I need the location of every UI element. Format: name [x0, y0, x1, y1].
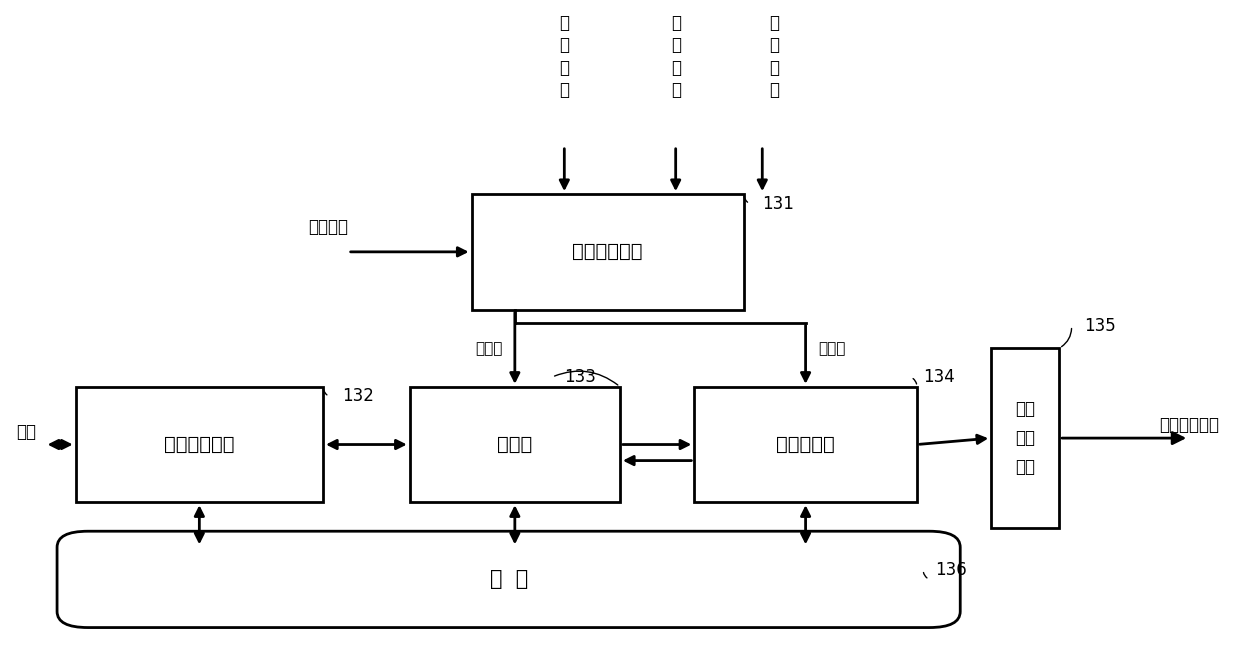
Text: 外
部
时
钟: 外 部 时 钟 [770, 14, 780, 99]
Text: 控制线: 控制线 [475, 341, 502, 355]
Text: 急
停
信
号: 急 停 信 号 [559, 14, 569, 99]
FancyBboxPatch shape [694, 387, 916, 502]
Text: 133: 133 [564, 368, 596, 386]
Text: 计数器阵列: 计数器阵列 [776, 435, 835, 454]
FancyBboxPatch shape [471, 194, 744, 310]
Text: 输出
控制
模块: 输出 控制 模块 [1016, 400, 1035, 476]
FancyBboxPatch shape [409, 387, 620, 502]
Text: 135: 135 [1084, 317, 1116, 335]
Text: 134: 134 [923, 368, 955, 386]
Text: 控制线: 控制线 [818, 341, 846, 355]
Text: 131: 131 [763, 195, 794, 213]
FancyBboxPatch shape [57, 531, 960, 628]
Text: 132: 132 [342, 388, 373, 405]
Text: 触发时钟输出: 触发时钟输出 [1159, 416, 1219, 434]
Text: 总  线: 总 线 [490, 570, 528, 590]
Text: 外
部
触
发: 外 部 触 发 [671, 14, 681, 99]
FancyBboxPatch shape [991, 348, 1059, 528]
Text: 串口通讯模块: 串口通讯模块 [164, 435, 234, 454]
Text: 内部时钟: 内部时钟 [308, 218, 347, 236]
Text: 控制器: 控制器 [497, 435, 532, 454]
Text: 136: 136 [935, 561, 967, 579]
Text: 时钟生成模块: 时钟生成模块 [573, 243, 642, 261]
FancyBboxPatch shape [76, 387, 324, 502]
Text: 串口: 串口 [16, 422, 36, 441]
